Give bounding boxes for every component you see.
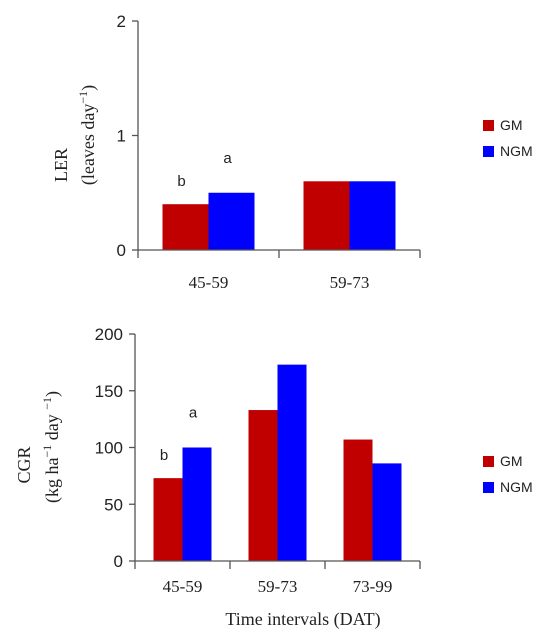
cgr-xtick-label: 45-59 [163, 577, 203, 596]
cgr-xtick-label: 59-73 [258, 577, 298, 596]
cgr-bar-ngm-45-59 [182, 447, 212, 561]
ler-ylabel-units: (leaves day−1) [76, 85, 99, 185]
cgr-ytick-label: 0 [114, 552, 123, 571]
ler-legend-label-gm: GM [500, 117, 523, 133]
cgr-legend-label-ngm: NGM [500, 479, 533, 495]
cgr-annotation-a: a [189, 405, 198, 422]
cgr-bar-gm-73-99 [343, 439, 373, 561]
ler-chart: LER (leaves day−1) 0 1 2 b a 45-59 59-73 GM NGM [51, 12, 533, 292]
cgr-ylabel: CGR [14, 446, 34, 483]
cgr-annotation-b: b [160, 447, 168, 464]
ler-xtick-label: 45-59 [189, 273, 229, 292]
ler-annotation-b: b [177, 173, 185, 190]
cgr-chart: CGR (kg ha−1 day −1) Time intervals (DAT… [14, 325, 533, 630]
cgr-xtick-label: 73-99 [353, 577, 393, 596]
cgr-bar-ngm-73-99 [372, 463, 402, 561]
cgr-legend-swatch-ngm [483, 482, 494, 493]
ler-bar-ngm-45-59 [208, 192, 255, 250]
cgr-legend-label-gm: GM [500, 453, 523, 469]
cgr-ytick-label: 50 [104, 495, 123, 514]
ler-bar-ngm-59-73 [349, 181, 396, 250]
ler-bar-gm-59-73 [303, 181, 350, 250]
ler-legend-label-ngm: NGM [500, 143, 533, 159]
cgr-bar-gm-59-73 [248, 410, 278, 561]
ler-annotation-a: a [223, 150, 232, 167]
ler-ytick-label: 2 [117, 12, 126, 31]
cgr-ytick-label: 150 [95, 382, 123, 401]
cgr-xlabel: Time intervals (DAT) [225, 609, 380, 630]
cgr-legend-swatch-gm [483, 456, 494, 467]
ler-ytick-label: 1 [117, 127, 126, 146]
cgr-ytick-label: 100 [95, 439, 123, 458]
cgr-ylabel-units: (kg ha−1 day −1) [40, 391, 63, 503]
cgr-bar-gm-45-59 [153, 478, 183, 561]
ler-legend-swatch-gm [483, 120, 494, 131]
ler-ytick-label: 0 [117, 241, 126, 260]
ler-bar-gm-45-59 [162, 204, 209, 250]
ler-legend-swatch-ngm [483, 146, 494, 157]
cgr-ytick-label: 200 [95, 325, 123, 344]
cgr-bar-ngm-59-73 [277, 364, 307, 561]
ler-ylabel: LER [51, 148, 71, 182]
ler-xtick-label: 59-73 [330, 273, 370, 292]
